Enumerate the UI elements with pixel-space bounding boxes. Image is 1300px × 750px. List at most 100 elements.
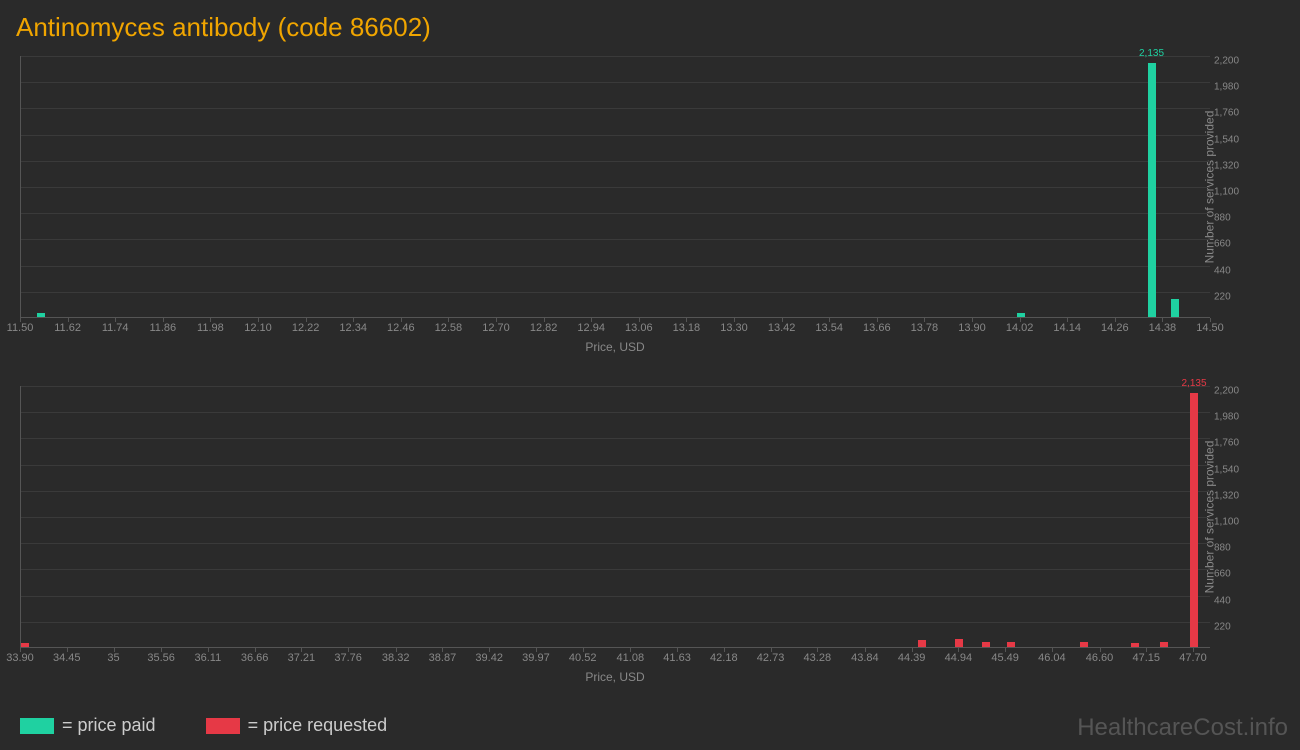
bar — [1017, 313, 1025, 317]
x-tick-label: 13.54 — [815, 322, 843, 334]
gridline — [21, 239, 1210, 240]
x-tick-label: 41.08 — [617, 652, 645, 664]
x-tick-label: 13.90 — [958, 322, 986, 334]
x-tick-label: 12.46 — [387, 322, 415, 334]
gridline — [21, 292, 1210, 293]
x-tick-label: 44.39 — [898, 652, 926, 664]
bar — [918, 640, 926, 647]
x-tick-label: 13.66 — [863, 322, 891, 334]
legend-item: = price paid — [20, 715, 156, 736]
x-tick-label: 12.70 — [482, 322, 510, 334]
x-tick-label: 44.94 — [945, 652, 973, 664]
y-tick-label: 880 — [1214, 543, 1254, 554]
gridline — [21, 569, 1210, 570]
x-tick-label: 41.63 — [663, 652, 691, 664]
y-tick-label: 1,100 — [1214, 517, 1254, 528]
gridline — [21, 266, 1210, 267]
x-tick-label: 38.32 — [382, 652, 410, 664]
plot-area-bottom: Number of services provided 220440660880… — [20, 386, 1210, 648]
x-tick-label: 39.42 — [475, 652, 503, 664]
bar — [1171, 299, 1179, 317]
x-tick-label: 13.42 — [768, 322, 796, 334]
gridline — [21, 517, 1210, 518]
x-tick-label: 13.18 — [673, 322, 701, 334]
bar — [1148, 63, 1156, 317]
x-tick-label: 35 — [107, 652, 119, 664]
y-tick-label: 440 — [1214, 595, 1254, 606]
x-tick-label: 42.73 — [757, 652, 785, 664]
plot-area-top: Number of services provided 220440660880… — [20, 56, 1210, 318]
legend-swatch — [206, 718, 240, 734]
x-axis-label-bottom: Price, USD — [585, 670, 644, 684]
bar — [955, 639, 963, 647]
bar-value-label: 2,135 — [1139, 48, 1164, 59]
legend-label: = price paid — [62, 715, 156, 736]
x-tick-label: 39.97 — [522, 652, 550, 664]
y-tick-label: 660 — [1214, 239, 1254, 250]
legend-label: = price requested — [248, 715, 388, 736]
x-tick-label: 11.74 — [102, 322, 129, 334]
x-tick-label: 40.52 — [569, 652, 597, 664]
x-tick-label: 33.90 — [6, 652, 34, 664]
legend-swatch — [20, 718, 54, 734]
x-tick-label: 36.11 — [194, 652, 221, 664]
x-tick-label: 35.56 — [147, 652, 175, 664]
x-tick-label: 46.60 — [1086, 652, 1114, 664]
x-tick-label: 14.38 — [1149, 322, 1177, 334]
x-tick-label: 42.18 — [710, 652, 738, 664]
gridline — [21, 438, 1210, 439]
gridline — [21, 213, 1210, 214]
x-tick-label: 43.28 — [804, 652, 832, 664]
y-tick-label: 1,980 — [1214, 82, 1254, 93]
x-tick-label: 14.02 — [1006, 322, 1034, 334]
gridline — [21, 386, 1210, 387]
x-tick-label: 11.98 — [197, 322, 224, 334]
y-tick-label: 2,200 — [1214, 386, 1254, 397]
x-tick-label: 12.94 — [577, 322, 605, 334]
y-tick-label: 1,100 — [1214, 187, 1254, 198]
y-tick-label: 660 — [1214, 569, 1254, 580]
bar — [1007, 642, 1015, 647]
gridline — [21, 187, 1210, 188]
bar — [1160, 642, 1168, 647]
x-tick-label: 47.15 — [1132, 652, 1160, 664]
x-tick-label: 34.45 — [53, 652, 81, 664]
x-tick-label: 43.84 — [851, 652, 879, 664]
x-tick-label: 13.30 — [720, 322, 748, 334]
x-tick-label: 13.06 — [625, 322, 653, 334]
legend: = price paid = price requested — [20, 715, 387, 736]
gridline — [21, 491, 1210, 492]
gridline — [21, 412, 1210, 413]
x-tick-label: 12.82 — [530, 322, 558, 334]
bar — [37, 313, 45, 317]
y-tick-label: 1,320 — [1214, 160, 1254, 171]
x-tick-label: 36.66 — [241, 652, 269, 664]
bar — [982, 642, 990, 647]
x-tick-label: 37.76 — [334, 652, 362, 664]
bar — [21, 643, 29, 647]
x-tick-label: 11.86 — [149, 322, 176, 334]
gridline — [21, 56, 1210, 57]
y-tick-label: 1,760 — [1214, 108, 1254, 119]
x-tick-label: 14.14 — [1053, 322, 1081, 334]
y-tick-label: 1,760 — [1214, 438, 1254, 449]
y-tick-label: 1,320 — [1214, 490, 1254, 501]
x-tick-label: 11.62 — [54, 322, 81, 334]
bar — [1080, 642, 1088, 647]
chart-price-paid: Number of services provided 220440660880… — [20, 56, 1210, 318]
x-tick-label: 14.26 — [1101, 322, 1129, 334]
bar-value-label: 2,135 — [1181, 378, 1206, 389]
gridline — [21, 543, 1210, 544]
y-tick-label: 220 — [1214, 621, 1254, 632]
y-tick-label: 1,980 — [1214, 412, 1254, 423]
x-tick-label: 45.49 — [991, 652, 1019, 664]
x-tick-label: 12.22 — [292, 322, 320, 334]
watermark: HealthcareCost.info — [1077, 714, 1288, 742]
page-title: Antinomyces antibody (code 86602) — [0, 0, 1300, 43]
y-tick-label: 1,540 — [1214, 464, 1254, 475]
gridline — [21, 596, 1210, 597]
chart-price-requested: Number of services provided 220440660880… — [20, 386, 1210, 648]
x-tick-label: 14.50 — [1196, 322, 1224, 334]
x-tick-label: 38.87 — [429, 652, 457, 664]
x-tick-label: 47.70 — [1179, 652, 1207, 664]
